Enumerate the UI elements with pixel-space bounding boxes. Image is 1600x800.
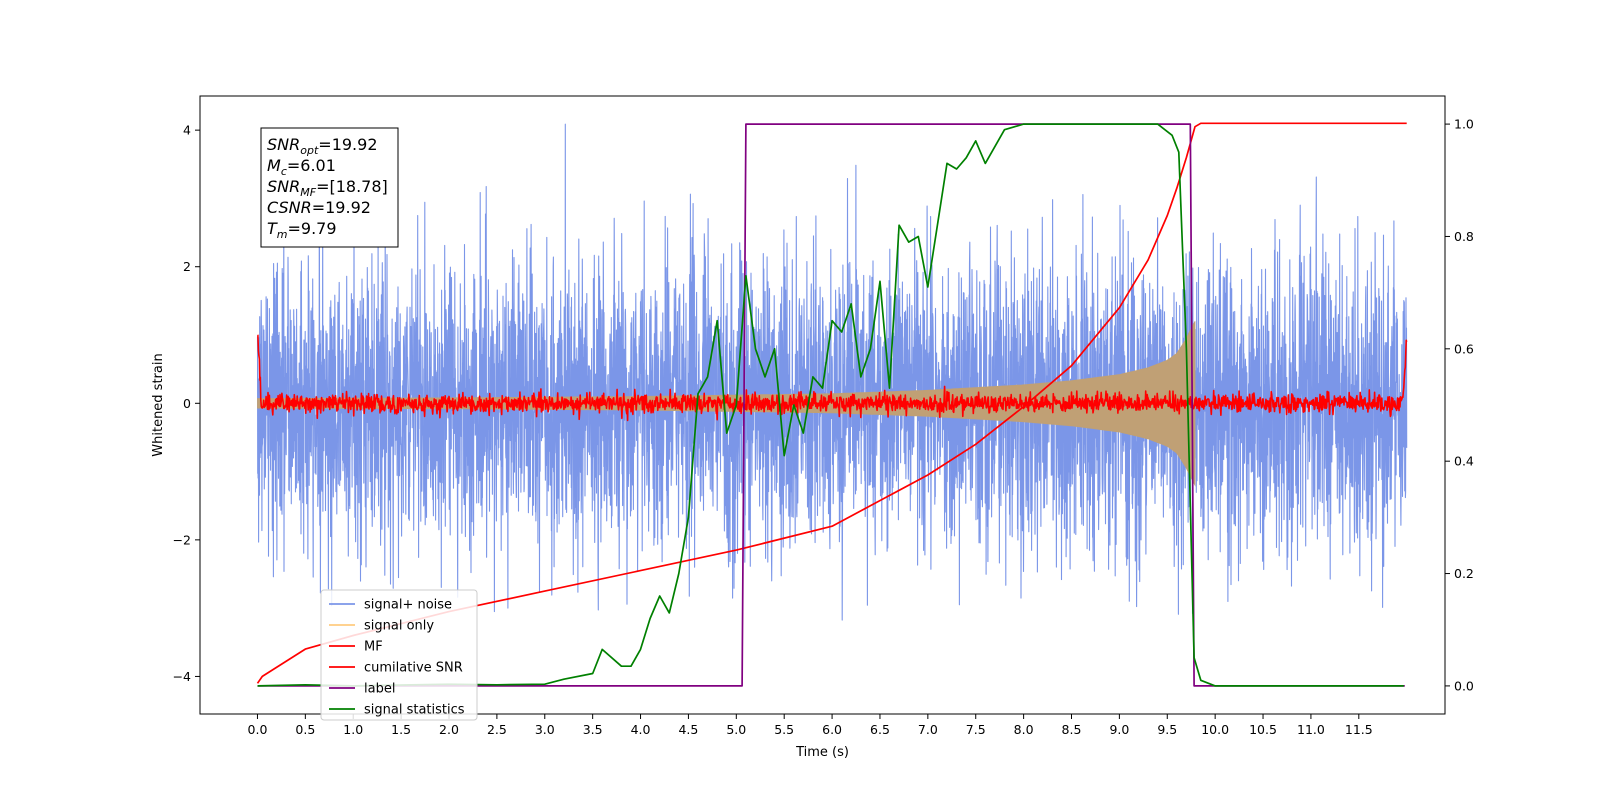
info-subscript: opt <box>300 144 319 157</box>
signal-statistics-line-group <box>257 123 1404 687</box>
legend-label: MF <box>364 640 383 655</box>
info-symbol: M <box>267 156 281 175</box>
x-tick-label: 8.5 <box>1062 722 1082 737</box>
info-box: SNRopt=19.92Mc=6.01SNRMF=[18.78]CSNR=19.… <box>260 127 399 248</box>
x-tick-label: 5.5 <box>774 722 794 737</box>
x-tick-label: 3.5 <box>583 722 603 737</box>
x-tick-label: 11.0 <box>1297 722 1325 737</box>
x-tick-label: 9.0 <box>1109 722 1129 737</box>
info-symbol: SNR <box>267 177 300 196</box>
x-tick-label: 6.0 <box>822 722 842 737</box>
x-tick-label: 0.5 <box>295 722 315 737</box>
y-tick-label: −4 <box>173 669 191 684</box>
info-value: =[18.78] <box>316 177 388 196</box>
y2-tick-label: 0.8 <box>1454 229 1474 244</box>
info-value: =9.79 <box>288 219 337 238</box>
x-tick-label: 10.5 <box>1249 722 1277 737</box>
x-tick-label: 8.0 <box>1014 722 1034 737</box>
x-tick-label: 11.5 <box>1345 722 1373 737</box>
y2-tick-label: 1.0 <box>1454 117 1474 132</box>
info-box-line: SNRopt=19.92 <box>267 135 378 157</box>
y-tick-label: 0 <box>183 396 191 411</box>
y2-tick-label: 0.2 <box>1454 566 1474 581</box>
legend-label: signal statistics <box>364 703 465 718</box>
x-tick-label: 5.0 <box>726 722 746 737</box>
info-subscript: c <box>281 165 287 178</box>
x-tick-label: 3.0 <box>535 722 555 737</box>
x-tick-label: 2.0 <box>439 722 459 737</box>
info-subscript: m <box>277 228 288 241</box>
info-value: =6.01 <box>287 156 336 175</box>
signal-plus-noise-line <box>256 123 1408 621</box>
legend-label: signal+ noise <box>364 598 452 613</box>
info-subscript: MF <box>300 186 316 199</box>
x-axis-label: Time (s) <box>795 745 849 760</box>
x-tick-label: 0.0 <box>248 722 268 737</box>
mf-line <box>257 334 1408 422</box>
y-tick-label: 2 <box>183 259 191 274</box>
x-tick-label: 7.5 <box>966 722 986 737</box>
x-tick-label: 1.5 <box>391 722 411 737</box>
y-tick-label: −2 <box>173 532 191 547</box>
mf-series <box>257 334 1408 422</box>
y2-tick-label: 0.0 <box>1454 678 1474 693</box>
info-box-line: CSNR=19.92 <box>267 198 371 217</box>
y-axis-label: Whitened strain <box>151 353 166 456</box>
info-value: =19.92 <box>318 135 377 154</box>
x-tick-label: 4.0 <box>631 722 651 737</box>
info-value: =19.92 <box>312 198 371 217</box>
info-box-line: Mc=6.01 <box>267 156 336 178</box>
info-box-frame <box>260 127 399 248</box>
x-tick-label: 9.5 <box>1157 722 1177 737</box>
legend: signal+ noise signal only MF cumilative SNR… <box>320 589 478 721</box>
plot-frame <box>199 95 1446 715</box>
signal-plus-noise-series <box>256 123 1408 621</box>
y2-tick-label: 0.6 <box>1454 341 1474 356</box>
x-tick-label: 4.5 <box>678 722 698 737</box>
x-tick-label: 6.5 <box>870 722 890 737</box>
x-tick-label: 2.5 <box>487 722 507 737</box>
info-symbol: SNR <box>267 135 300 154</box>
x-tick-label: 7.0 <box>918 722 938 737</box>
legend-frame <box>320 589 478 721</box>
info-box-line: SNRMF=[18.78] <box>267 177 388 199</box>
y-tick-label: 4 <box>183 123 191 138</box>
legend-label: label <box>364 682 395 697</box>
info-box-line: Tm=9.79 <box>267 219 337 241</box>
x-tick-label: 10.0 <box>1201 722 1229 737</box>
x-tick-label: 1.0 <box>343 722 363 737</box>
legend-label: signal only <box>364 619 434 634</box>
axes: 0.0 0.5 1.0 1.5 2.0 2.5 3.0 3.5 4.0 4.5 5.0 5.5 6.0 6… <box>151 95 1474 760</box>
info-symbol: T <box>267 219 278 238</box>
y2-tick-label: 0.4 <box>1454 454 1474 469</box>
info-symbol: CSNR <box>267 198 312 217</box>
legend-label: cumilative SNR <box>364 661 463 676</box>
